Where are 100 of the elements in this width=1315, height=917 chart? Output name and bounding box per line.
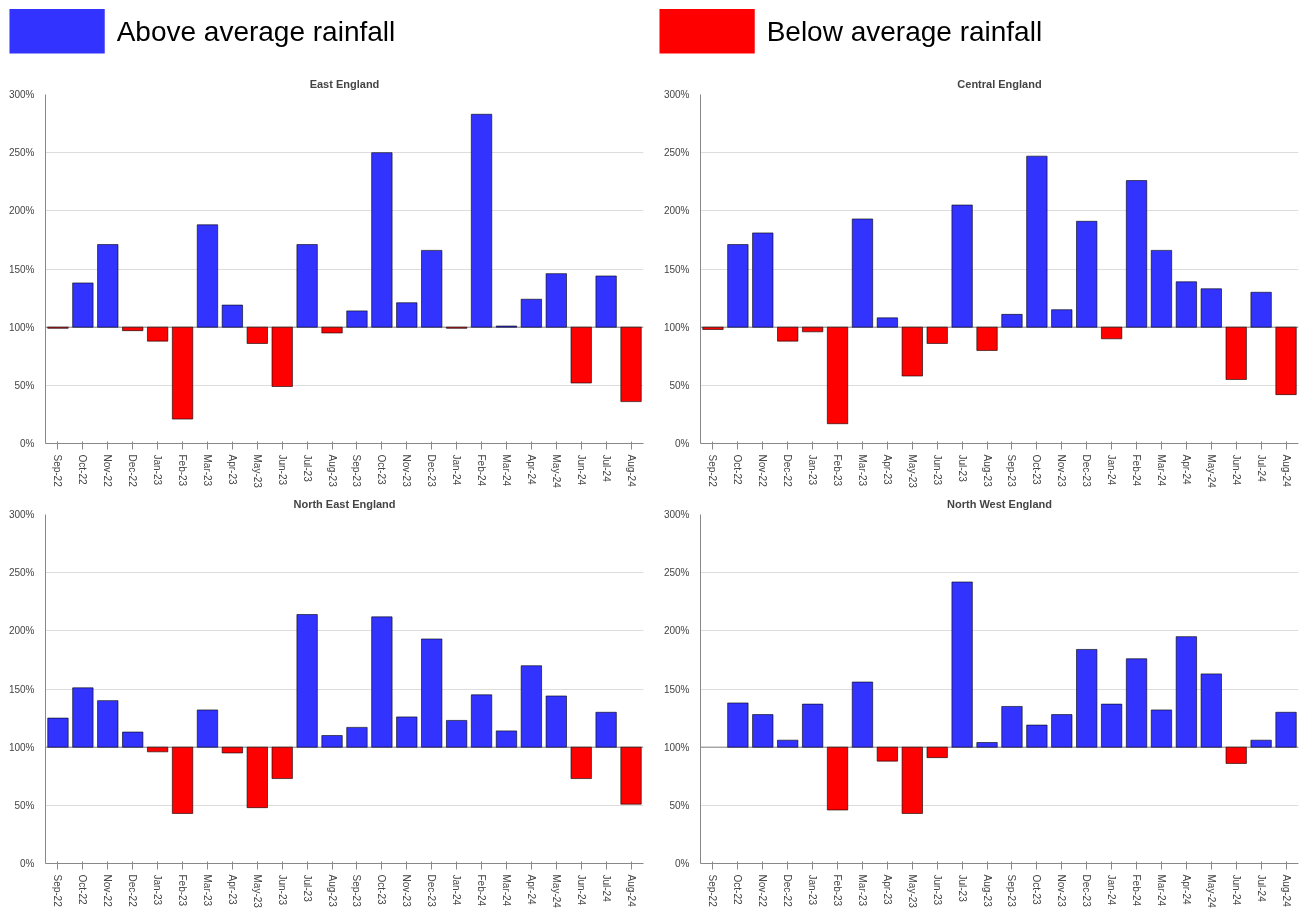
x-tick-label: Feb-23 — [177, 874, 189, 907]
x-tick-label: Jan-23 — [152, 874, 164, 906]
x-tick-label: Sep-22 — [707, 454, 719, 488]
x-tick-label: Apr-24 — [1180, 874, 1192, 905]
x-tick-label: Dec-22 — [127, 454, 139, 488]
x-tick-label: Jul-23 — [301, 454, 313, 483]
y-tick-label: 250% — [8, 147, 35, 159]
y-tick-label: 300% — [8, 509, 35, 520]
x-tick-label: Apr-23 — [881, 874, 893, 905]
x-tick-label: Mar-24 — [500, 874, 512, 907]
x-tick-label: Nov-23 — [1056, 454, 1068, 488]
y-tick-label: 250% — [8, 567, 35, 579]
x-tick-label: Sep-22 — [707, 874, 719, 908]
x-tick-label: Jun-23 — [276, 454, 288, 486]
x-tick-label: Apr-23 — [881, 454, 893, 485]
x-tick-label: Aug-24 — [1280, 874, 1292, 908]
x-tick-label: Feb-24 — [1131, 874, 1143, 907]
y-tick-label: 50% — [669, 379, 690, 391]
x-tick-label: Jun-24 — [575, 454, 587, 486]
x-tick-label: Feb-24 — [476, 874, 488, 907]
y-tick-label: 200% — [663, 625, 690, 637]
x-tick-label: Jan-24 — [1106, 874, 1118, 906]
x-tick-label: Nov-22 — [102, 874, 114, 908]
x-tick-label: Feb-23 — [832, 874, 844, 907]
x-tick-label: Mar-23 — [856, 874, 868, 907]
x-tick-label: May-24 — [550, 454, 562, 489]
x-tick-label: Aug-23 — [981, 454, 993, 488]
x-tick-label: Sep-23 — [351, 874, 363, 908]
x-tick-label: May-23 — [906, 454, 918, 489]
x-tick-label: Nov-22 — [757, 874, 769, 908]
x-tick-label: Apr-24 — [1180, 454, 1192, 485]
y-tick-label: 0% — [20, 858, 35, 869]
x-tick-label: Sep-23 — [1006, 454, 1018, 488]
y-tick-label: 0% — [20, 438, 35, 449]
x-tick-label: Oct-23 — [1031, 454, 1043, 485]
x-tick-label: Dec-23 — [1081, 874, 1093, 908]
x-tick-label: Nov-23 — [401, 454, 413, 488]
x-tick-label: Jan-24 — [451, 874, 463, 906]
x-tick-label: Jun-23 — [931, 454, 943, 486]
x-tick-label: Jul-24 — [1255, 874, 1267, 903]
y-tick-label: 50% — [14, 379, 35, 391]
y-tick-label: 150% — [8, 683, 35, 695]
y-tick-label: 50% — [14, 799, 35, 811]
x-tick-label: Mar-24 — [500, 454, 512, 487]
y-tick-label: 200% — [8, 625, 35, 637]
x-tick-label: Sep-22 — [52, 874, 64, 908]
y-tick-label: 200% — [663, 205, 690, 217]
y-tick-label: 300% — [8, 89, 35, 100]
x-tick-label: Oct-23 — [376, 874, 388, 905]
x-tick-label: Nov-23 — [1056, 874, 1068, 908]
x-tick-label: Dec-23 — [426, 874, 438, 908]
x-tick-label: Sep-23 — [351, 454, 363, 488]
y-tick-label: 0% — [675, 858, 690, 869]
x-tick-label: Jan-23 — [807, 874, 819, 906]
x-tick-label: Oct-23 — [1031, 874, 1043, 905]
chart-title: North West England — [947, 497, 1052, 510]
x-tick-label: Jul-24 — [600, 874, 612, 903]
x-tick-label: Sep-22 — [52, 454, 64, 488]
x-tick-label: Jul-23 — [956, 454, 968, 483]
x-tick-label: Jun-24 — [575, 874, 587, 906]
y-tick-label: 250% — [663, 567, 690, 579]
x-tick-label: Jun-23 — [276, 874, 288, 906]
x-tick-label: Dec-22 — [782, 454, 794, 488]
y-tick-label: 150% — [663, 683, 690, 695]
x-tick-label: Mar-24 — [1155, 454, 1167, 487]
y-tick-label: 150% — [8, 263, 35, 275]
x-tick-label: Nov-22 — [757, 454, 769, 488]
x-tick-label: Apr-24 — [525, 454, 537, 485]
y-tick-label: 200% — [8, 205, 35, 217]
y-tick-label: 50% — [669, 799, 690, 811]
x-tick-label: Feb-23 — [832, 454, 844, 487]
y-tick-label: 100% — [8, 741, 35, 753]
x-tick-label: Dec-22 — [782, 874, 794, 908]
y-tick-label: 150% — [663, 263, 690, 275]
x-tick-label: Dec-23 — [426, 454, 438, 488]
x-tick-label: May-24 — [1205, 454, 1217, 489]
x-tick-label: Nov-22 — [102, 454, 114, 488]
x-tick-label: Jan-24 — [451, 454, 463, 486]
x-tick-label: Jul-23 — [956, 874, 968, 903]
x-tick-label: Oct-22 — [732, 454, 744, 485]
x-tick-label: May-23 — [251, 874, 263, 909]
x-tick-label: Apr-23 — [226, 454, 238, 485]
x-tick-label: Oct-22 — [732, 874, 744, 905]
x-tick-label: Oct-23 — [376, 454, 388, 485]
y-tick-label: 0% — [675, 438, 690, 449]
x-tick-label: Jan-23 — [807, 454, 819, 486]
x-tick-label: May-24 — [550, 874, 562, 909]
legend-label: Above average rainfall — [116, 15, 396, 47]
x-tick-label: Jul-24 — [600, 454, 612, 483]
x-tick-label: Jul-23 — [301, 874, 313, 903]
x-tick-label: Dec-22 — [127, 874, 139, 908]
x-tick-label: Oct-22 — [77, 874, 89, 905]
x-tick-label: Mar-23 — [201, 874, 213, 907]
x-tick-label: May-23 — [906, 874, 918, 909]
x-tick-label: Feb-23 — [177, 454, 189, 487]
x-tick-label: Jun-23 — [931, 874, 943, 906]
x-tick-label: Aug-23 — [981, 874, 993, 908]
x-tick-label: Mar-23 — [201, 454, 213, 487]
y-tick-label: 300% — [663, 509, 690, 520]
x-tick-label: Jun-24 — [1230, 454, 1242, 486]
